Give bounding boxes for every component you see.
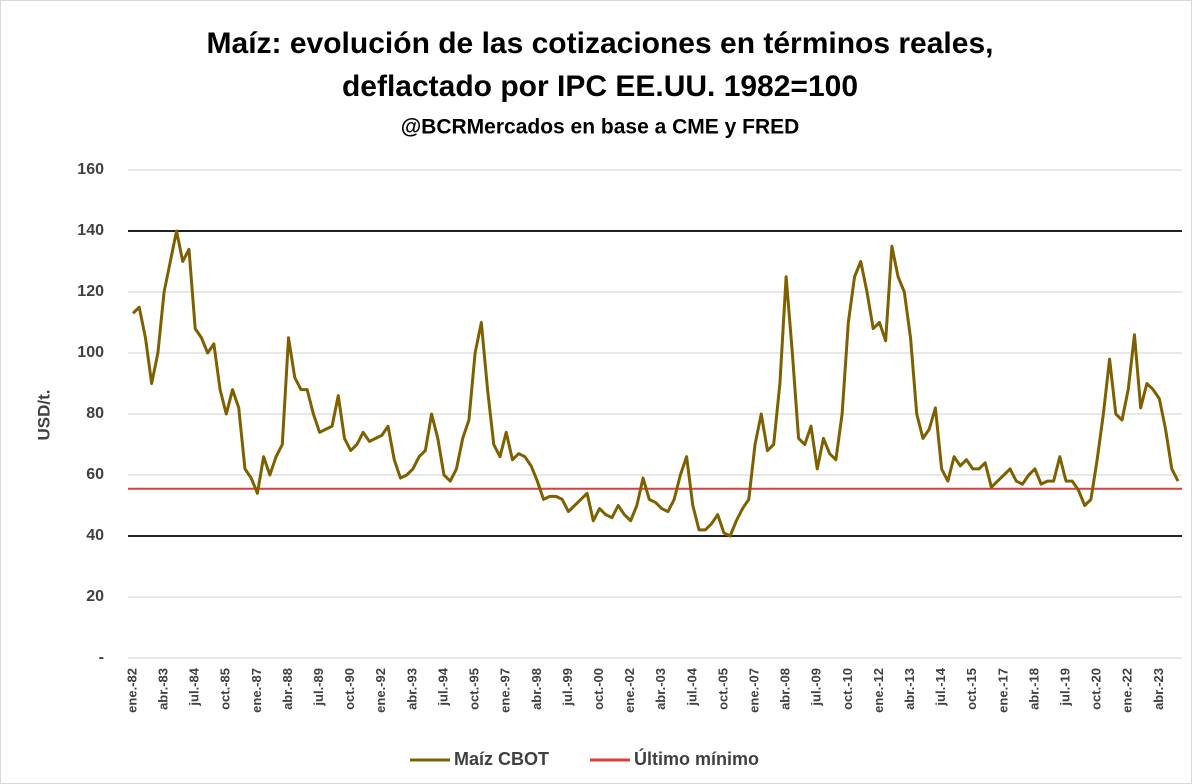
x-tick-label: jul.-94 (435, 667, 450, 706)
x-tick-label: oct.-05 (715, 668, 730, 710)
x-tick-label: ene.-97 (498, 668, 513, 713)
legend-label: Último mínimo (634, 748, 759, 769)
y-tick-label: 80 (86, 405, 104, 422)
y-axis-label: USD/t. (34, 390, 53, 441)
x-tick-label: abr.-98 (529, 668, 544, 710)
y-tick-label: 40 (86, 527, 104, 544)
x-tick-label: ene.-02 (622, 668, 637, 713)
x-tick-label: oct.-95 (467, 668, 482, 710)
x-tick-label: jul.-89 (311, 668, 326, 707)
y-tick-label: 120 (77, 283, 104, 300)
x-tick-label: oct.-90 (342, 668, 357, 710)
x-tick-label: abr.-93 (404, 668, 419, 710)
x-tick-label: oct.-85 (218, 668, 233, 710)
y-tick-label: 160 (77, 161, 104, 178)
x-tick-label: abr.-88 (280, 668, 295, 710)
y-tick-label: - (99, 649, 104, 666)
x-tick-label: abr.-23 (1151, 668, 1166, 710)
chart-title: deflactado por IPC EE.UU. 1982=100 (342, 70, 858, 103)
x-tick-label: abr.-08 (778, 668, 793, 710)
y-tick-label: 100 (77, 344, 104, 361)
x-tick-label: ene.-22 (1120, 668, 1135, 713)
x-tick-label: oct.-15 (964, 668, 979, 710)
chart-subtitle: @BCRMercados en base a CME y FRED (401, 116, 800, 139)
y-tick-label: 20 (86, 588, 104, 605)
x-tick-label: ene.-17 (995, 668, 1010, 713)
y-tick-label: 140 (77, 222, 104, 239)
x-tick-label: jul.-84 (187, 667, 202, 706)
x-tick-label: oct.-00 (591, 668, 606, 710)
x-tick-label: ene.-87 (249, 668, 264, 713)
x-tick-label: ene.-82 (124, 668, 139, 713)
x-tick-label: abr.-03 (653, 668, 668, 710)
x-tick-label: oct.-10 (840, 668, 855, 710)
x-tick-label: abr.-18 (1026, 668, 1041, 710)
x-tick-label: jul.-14 (933, 667, 948, 706)
x-tick-label: abr.-13 (902, 668, 917, 710)
x-tick-label: ene.-92 (373, 668, 388, 713)
x-tick-label: ene.-12 (871, 668, 886, 713)
x-tick-label: jul.-19 (1057, 668, 1072, 707)
x-tick-label: oct.-20 (1089, 668, 1104, 710)
y-tick-label: 60 (86, 466, 104, 483)
x-tick-label: abr.-83 (156, 668, 171, 710)
x-tick-label: ene.-07 (746, 668, 761, 713)
data-line (131, 229, 1180, 538)
x-tick-label: jul.-99 (560, 668, 575, 707)
chart-title: Maíz: evolución de las cotizaciones en t… (207, 27, 994, 60)
x-tick-label: jul.-09 (809, 668, 824, 707)
legend-label: Maíz CBOT (454, 749, 549, 769)
x-tick-label: jul.-04 (684, 667, 699, 706)
